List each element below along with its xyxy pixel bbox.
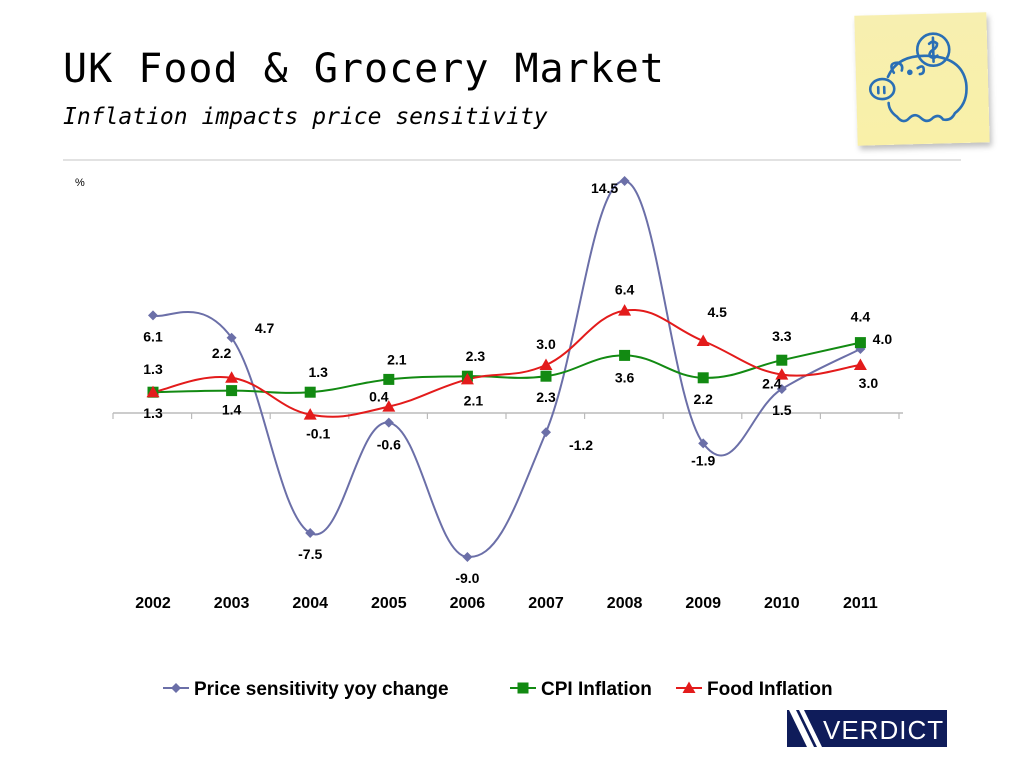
title-divider: [63, 159, 961, 161]
x-tick-label: 2007: [528, 595, 564, 612]
food-data-label: 3.0: [859, 375, 879, 391]
x-tick-label: 2004: [292, 595, 328, 612]
cpi-marker: [304, 386, 316, 398]
legend-marker-icon: [171, 683, 181, 693]
food-data-label: 2.4: [762, 376, 782, 392]
legend-entry-cpi: CPI Inflation: [510, 679, 652, 700]
price-sensitivity-data-label: 6.1: [143, 328, 163, 344]
price-sensitivity-line: [152, 179, 861, 559]
food-marker: [539, 358, 553, 370]
food-data-label: 4.5: [707, 304, 727, 320]
food-marker: [382, 400, 396, 412]
food-line: [152, 308, 861, 418]
price-sensitivity-marker: [776, 384, 787, 394]
cpi-data-label: 3.3: [772, 328, 792, 344]
x-tick-label: 2006: [450, 595, 486, 612]
food-data-label: 6.4: [615, 282, 635, 298]
x-tick-label: 2011: [843, 595, 878, 612]
cpi-marker: [383, 373, 395, 385]
legend-label: Food Inflation: [707, 679, 833, 700]
logo-text: VERDICT: [823, 715, 945, 745]
cpi-data-label: 1.3: [308, 364, 328, 380]
page-subtitle: Inflation impacts price sensitivity: [63, 104, 548, 130]
food-marker: [775, 368, 789, 380]
price-sensitivity-data-label: -9.0: [455, 570, 479, 586]
piggy-bank-icon: [868, 32, 968, 123]
cpi-marker: [226, 385, 238, 397]
cpi-line: [152, 341, 861, 394]
cpi-marker: [619, 349, 631, 361]
cpi-data-label: 2.2: [693, 391, 713, 407]
price-sensitivity-data-label: -1.9: [691, 452, 715, 468]
food-marker: [303, 408, 317, 420]
cpi-data-label: 4.4: [851, 309, 871, 325]
food-marker: [853, 358, 867, 370]
price-sensitivity-marker: [698, 438, 709, 449]
price-sensitivity-data-label: 4.7: [255, 320, 275, 336]
price-sensitivity-marker: [619, 176, 630, 186]
cpi-marker: [697, 372, 709, 384]
cpi-marker: [854, 337, 866, 349]
price-sensitivity-data-label: 14.5: [591, 180, 618, 196]
cpi-marker: [540, 370, 552, 382]
price-sensitivity-data-label: 1.5: [772, 402, 792, 418]
cpi-data-label: 1.3: [143, 361, 163, 377]
food-data-label: 2.2: [212, 345, 232, 361]
legend-label: Price sensitivity yoy change: [194, 679, 449, 700]
food-marker: [146, 385, 160, 398]
legend-marker-icon: [517, 682, 529, 694]
price-sensitivity-marker: [462, 552, 473, 562]
price-sensitivity-data-label: -0.6: [377, 437, 401, 453]
food-data-label: 3.0: [536, 336, 556, 352]
logo-slash-icon: [789, 710, 822, 747]
food-marker: [696, 334, 710, 346]
price-sensitivity-marker: [541, 427, 551, 438]
chart-legend: Price sensitivity yoy change CPI Inflatio…: [163, 679, 833, 700]
food-data-label: 1.3: [143, 405, 163, 421]
food-marker: [618, 304, 632, 316]
x-tick-label: 2009: [685, 595, 721, 612]
verdict-logo: VERDICT: [787, 710, 947, 747]
price-sensitivity-data-label: -1.2: [569, 437, 593, 453]
cpi-data-label: 1.4: [222, 402, 242, 418]
x-tick-label: 2005: [371, 595, 407, 612]
cpi-data-label: 3.6: [615, 369, 635, 385]
food-data-label: -0.1: [306, 426, 330, 442]
cpi-data-label: 2.1: [387, 351, 407, 367]
legend-marker-icon: [682, 681, 696, 693]
food-data-label: 0.4: [369, 389, 389, 405]
price-sensitivity-marker: [383, 417, 394, 428]
x-tick-label: 2008: [607, 595, 643, 612]
page-title: UK Food & Grocery Market: [63, 46, 665, 92]
price-sensitivity-marker: [148, 310, 158, 321]
x-tick-label: 2003: [214, 595, 250, 612]
legend-entry-price-sensitivity: Price sensitivity yoy change: [163, 679, 449, 700]
sticky-note: [854, 12, 990, 146]
y-axis-unit-label: %: [75, 177, 85, 189]
price-sensitivity-data-label: 4.0: [873, 331, 893, 347]
food-data-label: 2.1: [464, 392, 484, 408]
cpi-data-label: 2.3: [466, 348, 486, 364]
x-tick-label: 2002: [135, 595, 171, 612]
cpi-data-label: 2.3: [536, 389, 556, 405]
cpi-marker: [776, 354, 788, 366]
price-sensitivity-marker: [226, 332, 237, 343]
food-marker: [460, 372, 474, 385]
legend-label: CPI Inflation: [541, 679, 652, 700]
price-sensitivity-marker: [305, 528, 316, 538]
x-tick-label: 2010: [764, 595, 800, 612]
price-sensitivity-data-label: -7.5: [298, 546, 322, 562]
legend-entry-food: Food Inflation: [676, 679, 833, 700]
food-marker: [225, 371, 239, 383]
